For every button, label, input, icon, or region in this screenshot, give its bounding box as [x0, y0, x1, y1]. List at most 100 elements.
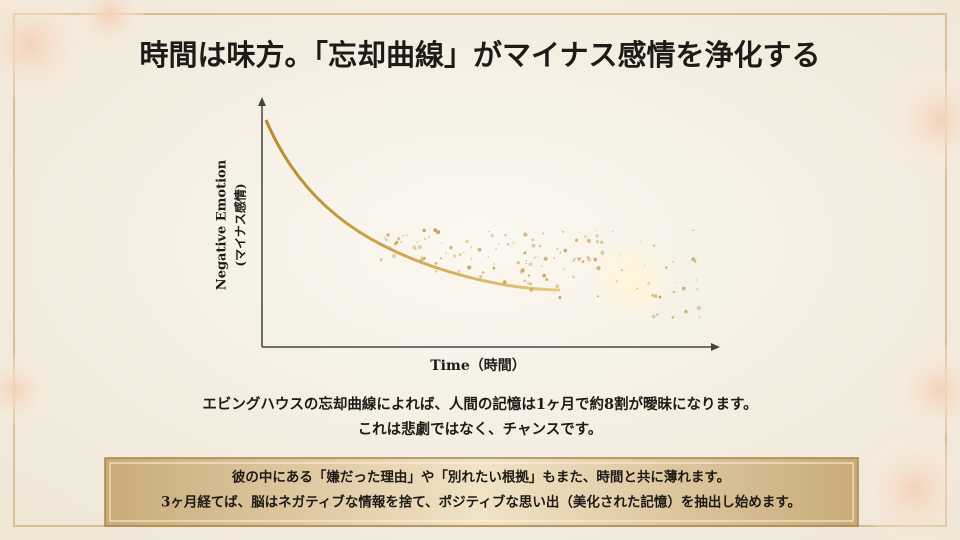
sparkle [510, 245, 512, 247]
flower [860, 435, 960, 540]
sparkle [495, 248, 497, 250]
sparkle [684, 309, 688, 314]
sparkle [492, 266, 496, 270]
sparkle [397, 237, 401, 241]
sparkle [580, 257, 583, 259]
sparkle [595, 234, 599, 238]
sparkle [440, 242, 443, 244]
sparkle [600, 250, 605, 255]
sparkle [538, 244, 542, 248]
sparkle [647, 281, 651, 285]
sparkle [444, 252, 448, 255]
sparkle [402, 234, 405, 237]
sparkle [671, 316, 674, 319]
sparkle [525, 262, 527, 265]
callout-line: 3ヶ月経てば、脳はネガティブな情報を捨て、ポジティブな思い出（美化された記憶）を… [161, 494, 801, 511]
sparkle [696, 305, 701, 311]
sparkle [618, 255, 620, 257]
sparkle [541, 265, 543, 267]
sparkle [476, 279, 478, 282]
sparkle [644, 264, 646, 267]
sparkle [414, 247, 417, 250]
sparkle [674, 281, 676, 284]
sparkle [652, 244, 656, 247]
sparkle [525, 260, 527, 262]
sparkle [651, 293, 654, 297]
sparkle [559, 251, 562, 254]
sparkle [653, 294, 658, 298]
sparkle [412, 245, 416, 249]
sparkle [553, 257, 556, 260]
sparkle [553, 292, 555, 294]
callout-line: 彼の中にある「嫌だった理由」や「別れたい根拠」もまた、時間と共に薄れます。 [232, 469, 730, 486]
sparkle [439, 257, 442, 260]
sparkle [577, 257, 581, 261]
flower [75, 0, 145, 50]
sparkle [651, 314, 656, 319]
sparkle [419, 258, 424, 263]
sparkle [479, 275, 483, 279]
sparkle [388, 246, 392, 250]
sparkle [528, 262, 533, 267]
sparkle [573, 258, 576, 261]
sparkle [695, 279, 698, 281]
sparkle [595, 230, 597, 232]
sparkle [691, 257, 696, 262]
chart: Negative Emotion (マイナス感情) Time（時間） [215, 97, 720, 374]
sparkle [378, 243, 382, 246]
sparkle [422, 228, 426, 233]
title: 時間は味方。「忘却曲線」がマイナス感情を浄化する [140, 38, 821, 72]
sparkle [519, 270, 524, 274]
flower [0, 355, 50, 425]
glow [585, 235, 675, 325]
sparkle [529, 288, 534, 292]
sparkle [416, 241, 419, 244]
y-label: Negative Emotion [215, 159, 230, 290]
sparkle [417, 245, 422, 250]
sparkle [692, 229, 695, 232]
sparkle [395, 240, 398, 243]
sparkle [423, 237, 427, 241]
sparkle [583, 236, 586, 238]
sparkle [481, 271, 485, 274]
sparkle [542, 232, 544, 235]
sparkle [384, 238, 388, 242]
sparkle [555, 284, 560, 289]
forgetting-curve [264, 119, 561, 292]
sparkle [696, 288, 699, 291]
sparkle [404, 260, 407, 262]
sparkle [672, 260, 675, 263]
sparkle [543, 256, 548, 261]
sparkle [523, 232, 528, 237]
sparkle [562, 268, 565, 270]
body-line: これは悲劇ではなく、チャンスです。 [358, 420, 603, 438]
sparkle [640, 240, 642, 243]
sparkle [520, 268, 525, 273]
sparkle [698, 316, 701, 319]
sparkle [527, 274, 531, 277]
sparkle [386, 233, 390, 237]
sparkle [527, 281, 530, 285]
sparkle [504, 233, 507, 237]
sparkle [422, 257, 426, 260]
sparkle [477, 247, 482, 252]
sparkle [487, 256, 489, 258]
sparkle [558, 295, 562, 300]
sparkle [584, 235, 588, 238]
sparkle [467, 275, 469, 278]
sparkle [406, 234, 408, 236]
sparkle [400, 241, 403, 244]
sparkle [523, 279, 527, 283]
sparkle [672, 290, 676, 294]
sparkle [656, 313, 659, 316]
sparkle [593, 257, 598, 262]
sparkle [529, 282, 533, 286]
sparkle [470, 258, 473, 260]
flower [890, 70, 960, 170]
sparkle [556, 247, 559, 251]
sparkle [572, 260, 574, 262]
sparkle [470, 246, 473, 249]
sparkle [587, 257, 591, 262]
sparkle [453, 254, 457, 258]
